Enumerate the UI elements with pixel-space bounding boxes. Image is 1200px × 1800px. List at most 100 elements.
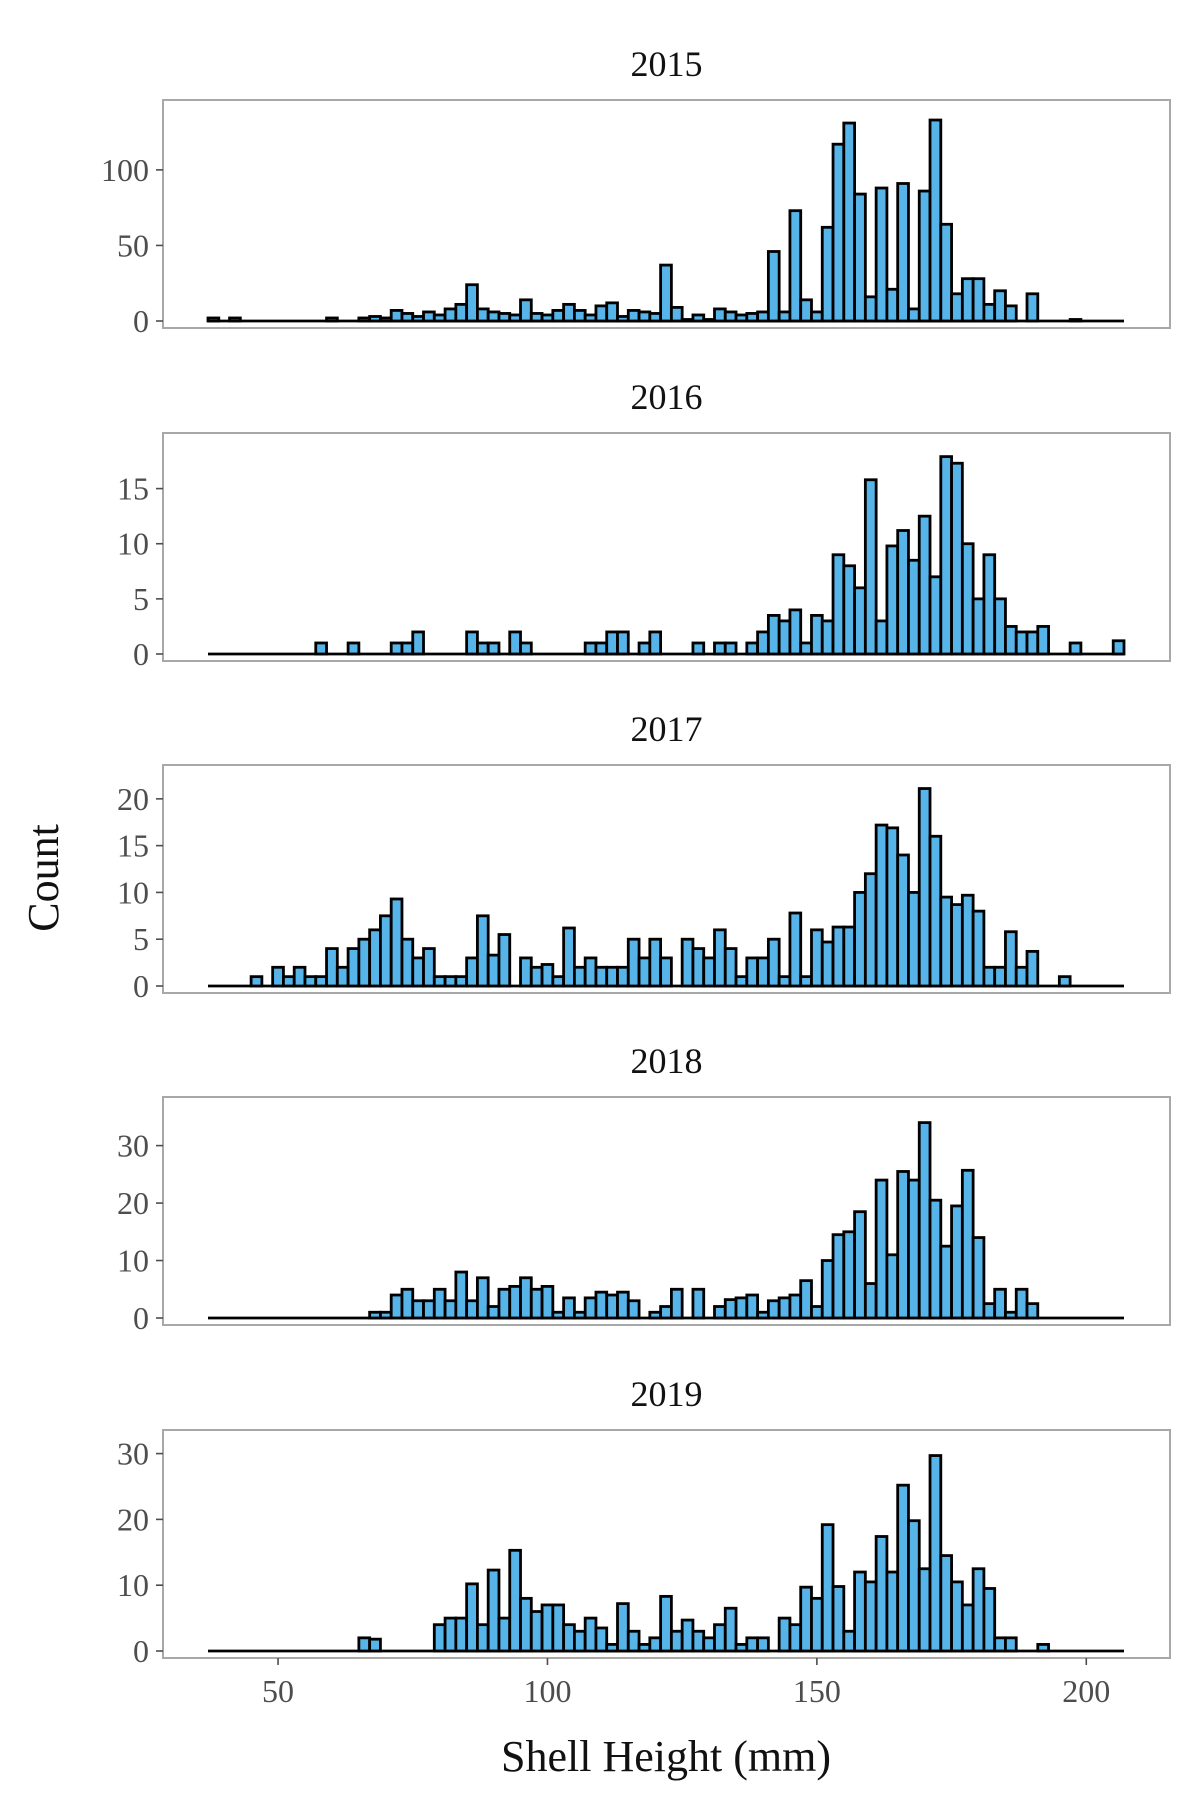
histogram-bar — [562, 1296, 576, 1320]
histogram-bar — [626, 937, 641, 988]
histogram-bar — [1014, 630, 1029, 656]
histogram-bar — [810, 1596, 824, 1653]
histogram-bar — [734, 313, 749, 323]
histogram-bar — [465, 1582, 479, 1653]
histogram-bar — [206, 316, 221, 323]
histogram-bar — [583, 641, 598, 656]
histogram-bar — [723, 1298, 738, 1320]
histogram-bar — [1068, 641, 1083, 656]
histogram-bar — [389, 309, 404, 323]
histogram-bar — [659, 1305, 673, 1320]
histogram-bar — [691, 1629, 706, 1653]
histogram-bar — [799, 1279, 813, 1320]
y-tick-label: 20 — [117, 1501, 149, 1537]
histogram-bar — [497, 1616, 512, 1653]
histogram-bar — [669, 305, 684, 323]
histogram-bar — [680, 1618, 695, 1653]
histogram-bar — [831, 142, 846, 323]
histogram-bar — [777, 310, 792, 323]
histogram-bar — [680, 318, 695, 323]
histogram-bar — [756, 1310, 770, 1320]
histogram-bar — [659, 1594, 673, 1653]
histogram-bar — [486, 953, 501, 988]
histogram-bar — [562, 926, 576, 988]
histogram-bar — [1025, 949, 1040, 988]
histogram-bar — [486, 310, 501, 323]
histogram-bar — [368, 315, 382, 323]
histogram-bar — [1004, 1636, 1018, 1653]
histogram-bar — [691, 1287, 706, 1320]
y-tick-label: 20 — [117, 1185, 149, 1221]
histogram-bar — [465, 283, 479, 323]
histogram-bar — [896, 1170, 910, 1320]
histogram-bar — [583, 1296, 598, 1320]
histogram-bar — [540, 963, 555, 988]
histogram-bar — [616, 965, 630, 988]
histogram-bar — [249, 975, 264, 988]
panel-title: 2018 — [631, 1041, 703, 1081]
y-tick-label: 20 — [117, 781, 149, 817]
histogram-bar — [971, 1567, 986, 1653]
histogram-bar — [605, 630, 619, 656]
histogram-bar — [626, 1629, 641, 1653]
histogram-bar — [529, 1287, 544, 1320]
histogram-bar — [659, 956, 673, 988]
histogram-bar — [691, 313, 706, 323]
histogram-bar — [411, 315, 425, 323]
histogram-bar — [982, 302, 997, 323]
histogram-bar — [228, 316, 242, 323]
histogram-bar — [637, 310, 652, 323]
histogram-bar — [853, 1210, 867, 1320]
histogram-bar — [993, 1287, 1007, 1320]
histogram-bar — [799, 641, 813, 656]
histogram-bar — [853, 192, 867, 323]
histogram-bar — [853, 586, 867, 656]
histogram-bar — [389, 897, 404, 988]
histogram-bar — [379, 1310, 393, 1320]
histogram-bar — [777, 619, 792, 656]
histogram-bar — [432, 975, 447, 988]
histogram-bar — [486, 1305, 501, 1320]
histogram-bar — [616, 1602, 630, 1653]
histogram-bar — [669, 1629, 684, 1653]
histogram-bar — [519, 1276, 533, 1320]
histogram-bar — [368, 1637, 382, 1653]
histogram-bar — [422, 310, 436, 323]
histogram-bar — [777, 975, 792, 988]
histogram-bar — [1004, 1310, 1018, 1320]
histogram-bar — [519, 1596, 533, 1653]
histogram-bar — [820, 940, 835, 988]
panel-2019: 2019 0 10 20 30 50 100 150 200 — [117, 1374, 1171, 1709]
histogram-bar — [519, 956, 533, 988]
y-tick-label: 30 — [117, 1436, 149, 1472]
histogram-bar — [766, 250, 781, 323]
histogram-bar — [616, 1290, 630, 1320]
histogram-bar — [950, 292, 964, 323]
histogram-bar — [788, 209, 803, 323]
histogram-bar — [443, 307, 458, 323]
histogram-bar — [389, 641, 404, 656]
histogram-bar — [691, 947, 706, 988]
histogram-bar — [1025, 292, 1040, 323]
y-tick-label: 0 — [133, 303, 149, 339]
x-tick-label: 150 — [793, 1673, 841, 1709]
histogram-bar — [583, 313, 598, 323]
histogram-bar — [508, 313, 522, 323]
histogram-bar — [907, 558, 921, 656]
histogram-bar — [465, 956, 479, 988]
histogram-bar — [432, 313, 447, 323]
y-tick-label: 0 — [133, 1300, 149, 1336]
panel-title: 2015 — [631, 44, 703, 84]
histogram-bar — [928, 1198, 943, 1320]
histogram-bar — [648, 312, 663, 323]
histogram-bar — [411, 1299, 425, 1320]
histogram-bar — [863, 478, 878, 656]
histogram-bar — [562, 302, 576, 323]
panel-2016: 2016 0 5 10 15 — [117, 377, 1171, 672]
histogram-bar — [594, 1626, 609, 1653]
histogram-bar — [594, 965, 609, 988]
y-tick-label: 10 — [117, 1567, 149, 1603]
histogram-bar — [863, 295, 878, 323]
histogram-bar — [508, 1284, 522, 1320]
